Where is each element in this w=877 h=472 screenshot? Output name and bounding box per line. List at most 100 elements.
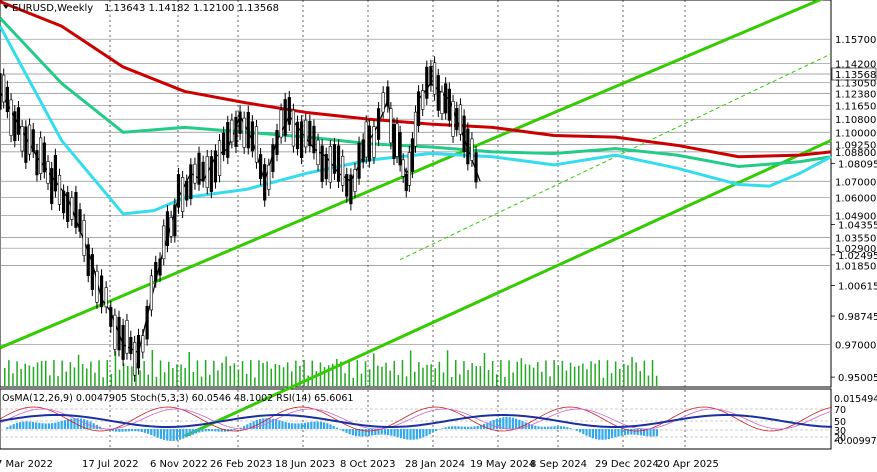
osma-bar — [134, 429, 137, 432]
price-level-label: 1.06000 — [835, 194, 876, 205]
osma-bar — [243, 426, 246, 429]
volume-bar — [401, 360, 404, 386]
indicator-level-label: 20 — [834, 433, 846, 444]
osma-bar — [137, 429, 140, 432]
osma-bar — [38, 422, 41, 429]
candle-body — [345, 173, 349, 197]
candle-body — [209, 156, 213, 192]
dropdown-triangle-icon[interactable] — [3, 5, 9, 9]
volume-bar — [487, 369, 490, 386]
osma-bar — [531, 424, 534, 429]
osma-bar — [467, 426, 470, 429]
osma-bar — [345, 429, 348, 433]
candle-body — [5, 86, 9, 112]
osma-bar — [617, 429, 620, 437]
osma-bar — [399, 429, 402, 439]
volume-bar — [438, 361, 441, 386]
candle-body — [474, 152, 478, 183]
osma-bar — [230, 429, 233, 432]
osma-bar — [527, 423, 530, 429]
candle-body — [242, 117, 246, 148]
ema_red-line — [0, 0, 832, 159]
volume-bar — [98, 360, 100, 386]
candle-body — [121, 325, 125, 360]
price-level-label: 1.14200 — [835, 60, 876, 71]
osma-bar — [127, 429, 130, 432]
indicator-level-label: 70 — [834, 405, 846, 416]
osma-bar — [646, 429, 649, 437]
volume-bar — [4, 368, 6, 386]
volume-bar — [262, 362, 264, 386]
osma-bar — [595, 429, 598, 440]
price-level-label: 1.01850 — [835, 261, 876, 272]
candle-body — [217, 140, 222, 176]
volume-bar — [245, 373, 248, 386]
candle-body — [238, 111, 242, 134]
volume-bar — [397, 375, 400, 386]
volume-bar — [561, 360, 564, 386]
osma-bar — [563, 426, 566, 429]
candle-body — [176, 174, 181, 208]
osma-bar — [639, 429, 642, 436]
candle-body — [295, 121, 300, 150]
osma-bar — [153, 429, 156, 437]
volume-bar — [159, 360, 162, 386]
candle-body — [336, 145, 341, 182]
osma-bar — [83, 419, 86, 429]
volume-bar — [118, 369, 121, 386]
volume-bar — [291, 371, 293, 386]
candle-body — [129, 337, 133, 355]
osma-bar — [495, 418, 498, 429]
volume-bar — [414, 371, 416, 386]
volume-bar — [155, 376, 158, 386]
candle-body — [46, 161, 50, 184]
volume-bar — [45, 360, 47, 386]
candle-body — [425, 66, 429, 99]
volume-bar — [623, 363, 625, 386]
osma-bar — [150, 429, 153, 436]
candle-body — [410, 138, 415, 172]
osma-bar — [163, 429, 166, 440]
volume-bar — [323, 367, 326, 386]
osma-bar — [361, 429, 364, 437]
candle-body — [222, 132, 226, 155]
candle-body — [158, 258, 162, 276]
osma-bar — [175, 429, 178, 441]
osma-bar — [534, 425, 537, 429]
osma-bar — [233, 429, 236, 431]
osma-bar — [447, 426, 450, 429]
volume-bar — [94, 372, 96, 386]
osma-bar — [364, 429, 367, 437]
candle-body — [421, 90, 425, 110]
volume-bar — [590, 361, 592, 386]
volume-bar — [647, 375, 650, 386]
candle-body — [234, 116, 238, 147]
volume-bar — [57, 376, 59, 386]
date-label: 7 Mar 2022 — [0, 459, 53, 470]
candle-body — [376, 108, 381, 140]
candle-body — [141, 335, 145, 353]
volume-bar — [606, 360, 609, 386]
osma-bar — [25, 421, 28, 429]
date-label: 19 May 2024 — [470, 459, 535, 470]
candle-body — [429, 66, 433, 86]
volume-bar — [405, 376, 408, 386]
osma-bar — [508, 417, 511, 429]
volume-bar — [360, 373, 363, 386]
candle-body — [444, 83, 448, 114]
volume-bar — [180, 364, 182, 386]
osma-bar — [435, 429, 438, 432]
osma-bar — [566, 427, 569, 429]
indicator-scale-bottom: -0.009979 — [834, 436, 877, 447]
osma-bar — [623, 429, 626, 436]
volume-bar — [450, 377, 453, 386]
date-label: 26 Feb 2023 — [210, 459, 272, 470]
osma-bar — [463, 426, 466, 429]
osma-bar — [358, 429, 361, 437]
candle-body — [53, 154, 57, 192]
osma-bar — [172, 429, 175, 441]
ohlc-values: 1.13643 1.14182 1.12100 1.13568 — [104, 3, 279, 14]
volume-bar — [8, 360, 10, 386]
volume-bar — [147, 374, 149, 386]
volume-bar — [274, 363, 277, 386]
